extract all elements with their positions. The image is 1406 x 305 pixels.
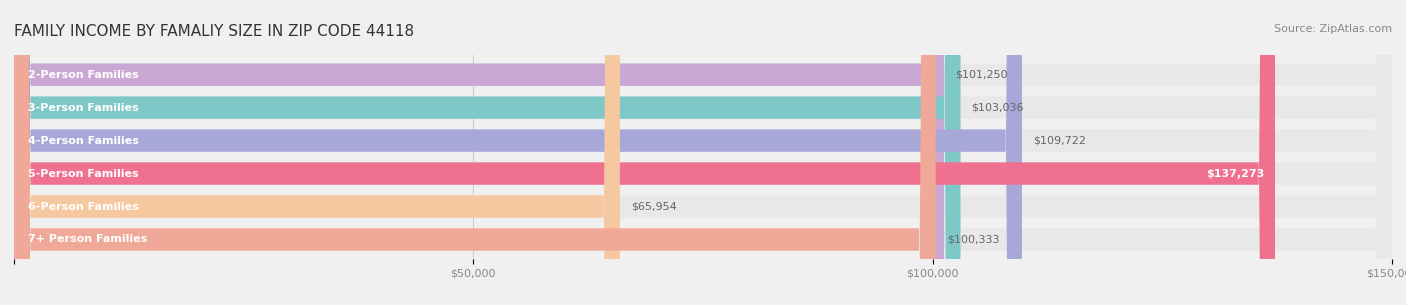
Text: 6-Person Families: 6-Person Families xyxy=(28,202,139,211)
FancyBboxPatch shape xyxy=(14,0,1392,305)
Text: $101,250: $101,250 xyxy=(955,70,1008,80)
Text: $109,722: $109,722 xyxy=(1033,136,1085,145)
FancyBboxPatch shape xyxy=(14,0,960,305)
FancyBboxPatch shape xyxy=(14,0,1392,305)
Text: 5-Person Families: 5-Person Families xyxy=(28,169,138,178)
Text: 4-Person Families: 4-Person Families xyxy=(28,136,139,145)
Text: FAMILY INCOME BY FAMALIY SIZE IN ZIP CODE 44118: FAMILY INCOME BY FAMALIY SIZE IN ZIP COD… xyxy=(14,24,415,39)
FancyBboxPatch shape xyxy=(14,0,1392,305)
Text: $65,954: $65,954 xyxy=(631,202,676,211)
FancyBboxPatch shape xyxy=(14,0,620,305)
Text: Source: ZipAtlas.com: Source: ZipAtlas.com xyxy=(1274,24,1392,34)
Text: 3-Person Families: 3-Person Families xyxy=(28,103,138,113)
Text: $100,333: $100,333 xyxy=(946,235,1000,245)
FancyBboxPatch shape xyxy=(14,0,1392,305)
FancyBboxPatch shape xyxy=(14,0,1022,305)
Text: 2-Person Families: 2-Person Families xyxy=(28,70,139,80)
FancyBboxPatch shape xyxy=(14,0,1275,305)
FancyBboxPatch shape xyxy=(14,0,1392,305)
FancyBboxPatch shape xyxy=(14,0,936,305)
Text: 7+ Person Families: 7+ Person Families xyxy=(28,235,148,245)
FancyBboxPatch shape xyxy=(14,0,945,305)
Text: $137,273: $137,273 xyxy=(1206,169,1264,178)
FancyBboxPatch shape xyxy=(14,0,1392,305)
Text: $103,036: $103,036 xyxy=(972,103,1024,113)
